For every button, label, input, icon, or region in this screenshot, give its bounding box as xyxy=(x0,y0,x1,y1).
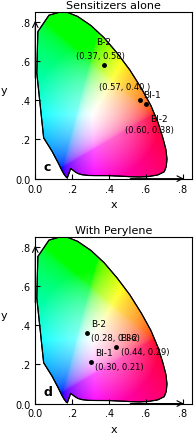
Y-axis label: y: y xyxy=(1,311,7,321)
Text: BI-2: BI-2 xyxy=(121,333,138,342)
Title: Sensitizers alone: Sensitizers alone xyxy=(66,1,161,11)
Polygon shape xyxy=(37,236,167,403)
Text: (0.37, 0.58): (0.37, 0.58) xyxy=(76,52,125,61)
Text: (0.28, 0.36): (0.28, 0.36) xyxy=(91,333,140,342)
Y-axis label: y: y xyxy=(1,86,7,96)
Polygon shape xyxy=(37,12,167,178)
Text: c: c xyxy=(43,161,51,174)
Text: (0.60, 0.38): (0.60, 0.38) xyxy=(125,126,174,135)
Text: BI-1: BI-1 xyxy=(95,349,113,358)
Text: B-2: B-2 xyxy=(97,38,112,47)
Text: (0.44, 0.29): (0.44, 0.29) xyxy=(121,347,169,356)
Text: (0.57, 0.40 ): (0.57, 0.40 ) xyxy=(99,83,150,92)
Text: B-2: B-2 xyxy=(91,319,106,328)
Text: (0.30, 0.21): (0.30, 0.21) xyxy=(95,362,143,372)
Text: BI-2: BI-2 xyxy=(150,115,168,124)
X-axis label: x: x xyxy=(110,200,117,210)
Text: d: d xyxy=(43,385,52,398)
X-axis label: x: x xyxy=(110,424,117,434)
Title: With Perylene: With Perylene xyxy=(75,225,152,235)
Text: BI-1: BI-1 xyxy=(143,91,161,100)
